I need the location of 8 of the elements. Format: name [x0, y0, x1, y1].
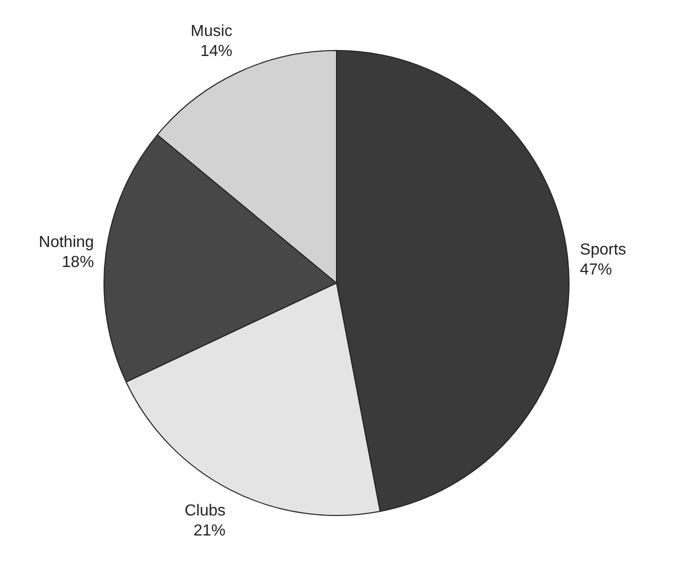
slice-label: Clubs	[184, 502, 226, 520]
data-label: 18%	[62, 254, 94, 271]
slice-label: Nothing	[38, 234, 94, 251]
slice-label: Music	[190, 23, 232, 40]
data-label: 47%	[580, 261, 612, 278]
slice-label: Sports	[580, 241, 626, 258]
data-label: 14%	[200, 43, 232, 60]
data-label: 21%	[193, 522, 226, 540]
